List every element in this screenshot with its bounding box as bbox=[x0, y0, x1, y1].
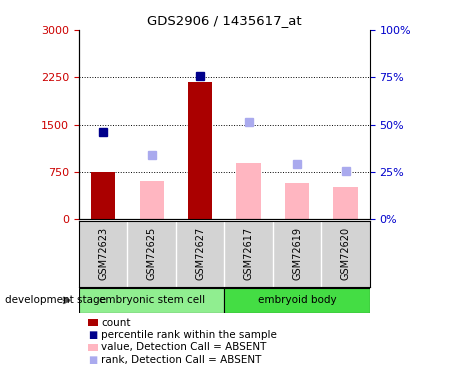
Text: GSM72625: GSM72625 bbox=[147, 226, 156, 280]
Text: rank, Detection Call = ABSENT: rank, Detection Call = ABSENT bbox=[101, 355, 262, 364]
Text: ■: ■ bbox=[88, 355, 97, 364]
Text: embryoid body: embryoid body bbox=[258, 296, 336, 305]
Bar bbox=[188, 82, 212, 219]
Text: GSM72623: GSM72623 bbox=[98, 226, 108, 280]
Bar bbox=[333, 187, 358, 219]
Text: GSM72620: GSM72620 bbox=[341, 226, 350, 280]
Text: embryonic stem cell: embryonic stem cell bbox=[99, 296, 205, 305]
Title: GDS2906 / 1435617_at: GDS2906 / 1435617_at bbox=[147, 15, 302, 27]
Bar bbox=[91, 172, 115, 219]
Text: development stage: development stage bbox=[5, 296, 106, 305]
Text: count: count bbox=[101, 318, 131, 327]
Bar bbox=[285, 183, 309, 219]
Text: GSM72617: GSM72617 bbox=[244, 226, 253, 280]
Text: percentile rank within the sample: percentile rank within the sample bbox=[101, 330, 277, 340]
Text: ■: ■ bbox=[88, 330, 97, 340]
Bar bbox=[139, 181, 164, 219]
Text: value, Detection Call = ABSENT: value, Detection Call = ABSENT bbox=[101, 342, 267, 352]
Text: GSM72627: GSM72627 bbox=[195, 226, 205, 280]
Bar bbox=[225, 288, 370, 313]
Text: GSM72619: GSM72619 bbox=[292, 226, 302, 279]
Bar bbox=[79, 288, 224, 313]
Bar bbox=[236, 163, 261, 219]
